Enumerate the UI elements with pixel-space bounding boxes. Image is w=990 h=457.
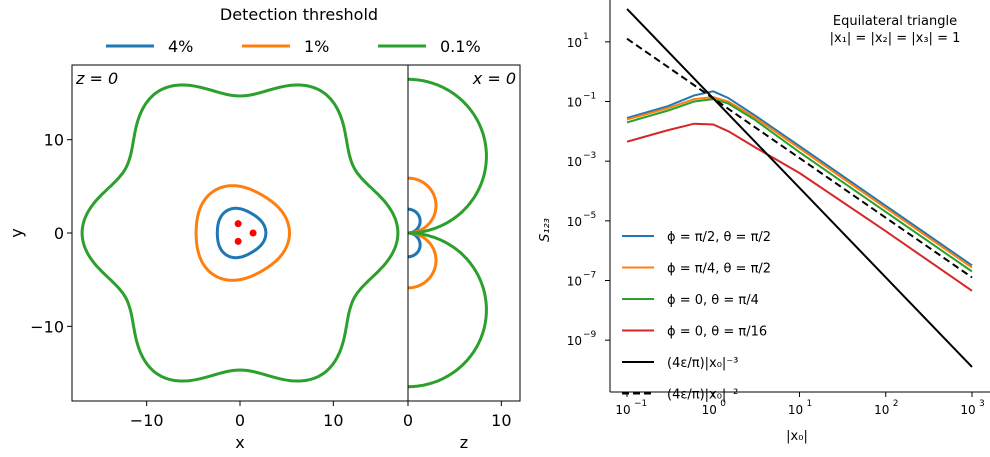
series-line [626, 90, 973, 267]
x-tick-label: 10 [960, 403, 975, 417]
source-point [234, 220, 242, 228]
legend-entry: ϕ = π/2, θ = π/2 [667, 230, 771, 245]
contour-01pct [80, 83, 400, 383]
legend-label-4pct: 4% [168, 37, 193, 56]
panel-loglog-xlabel: |x₀| [786, 429, 808, 444]
lobe-4pct [408, 207, 422, 235]
y-tick-label: 10 [567, 96, 582, 110]
y-tick-label: 10 [567, 36, 582, 50]
panel-z0-xlabel: x [235, 433, 244, 452]
y-tick-label: 10 [567, 215, 582, 229]
legend: Detection threshold 4% 1% 0.1% [106, 5, 481, 56]
panel-x0-ticks: 0 10 [403, 401, 512, 430]
legend-label-01pct: 0.1% [440, 37, 481, 56]
panel-x0-corner-label: x = 0 [472, 69, 516, 88]
legend-entry: ϕ = 0, θ = π/16 [667, 325, 767, 340]
source-point [234, 237, 242, 245]
x-tick-label: 10 [788, 403, 803, 417]
lobe-01pct [408, 231, 488, 389]
lobe-01pct [408, 77, 488, 235]
x-tick-label: 10 [491, 411, 511, 430]
annotation-line-1: Equilateral triangle [833, 14, 957, 29]
x-tick-exponent: 3 [979, 399, 985, 409]
lobe-1pct [408, 231, 438, 290]
panel-z0-ylabel: y [7, 228, 26, 237]
y-tick-label: 10 [567, 155, 582, 169]
y-tick-label: 10 [567, 275, 582, 289]
x-tick-exponent: 0 [720, 399, 726, 409]
y-tick-label: 10 [44, 131, 64, 150]
y-tick-label: 10 [567, 334, 582, 348]
x-tick-exponent: 2 [893, 399, 899, 409]
panel-z0: z = 0 −10 0 10 −10 0 10 x y [7, 64, 409, 452]
legend-entry: ϕ = 0, θ = π/4 [667, 293, 759, 308]
y-tick-exponent: −3 [583, 151, 596, 161]
y-tick-label: −10 [30, 317, 64, 336]
y-tick-exponent: 1 [583, 32, 589, 42]
lobe-4pct [408, 231, 422, 259]
x-tick-label: 10 [323, 411, 343, 430]
panel-loglog-lines [626, 8, 973, 368]
panel-x0-frame [407, 64, 521, 402]
contour-1pct [194, 184, 291, 282]
x-tick-label: 10 [615, 403, 630, 417]
x-tick-label: 10 [702, 403, 717, 417]
panel-z0-frame [71, 64, 409, 402]
panel-x0-curves [408, 77, 488, 389]
legend-label-1pct: 1% [304, 37, 329, 56]
series-line [626, 37, 973, 279]
x-tick-label: 0 [403, 411, 413, 430]
x-tick-exponent: −1 [634, 399, 647, 409]
legend-title: Detection threshold [220, 5, 378, 24]
y-tick-label: 0 [54, 224, 64, 243]
x-tick-label: −10 [130, 411, 164, 430]
panel-z0-ticks: −10 0 10 −10 0 10 [30, 131, 343, 430]
legend-entry: ϕ = π/4, θ = π/2 [667, 262, 771, 277]
series-line [626, 98, 973, 273]
contour-4pct [215, 206, 268, 260]
x-tick-exponent: 1 [807, 399, 813, 409]
y-tick-exponent: −7 [583, 271, 596, 281]
y-tick-exponent: −1 [583, 92, 596, 102]
series-line [626, 96, 973, 269]
source-point [249, 229, 257, 237]
panel-x0: x = 0 0 10 z [403, 64, 521, 452]
series-line [626, 122, 973, 292]
panel-x0-xlabel: z [460, 433, 468, 452]
panel-z0-curves [80, 83, 400, 383]
legend-entry: (4ε/π)|x₀|⁻³ [667, 356, 738, 371]
y-tick-exponent: −5 [583, 211, 596, 221]
panel-z0-corner-label: z = 0 [75, 69, 118, 88]
annotation-line-2: |x₁| = |x₂| = |x₃| = 1 [830, 31, 961, 46]
x-tick-label: 0 [235, 411, 245, 430]
x-tick-label: 10 [874, 403, 889, 417]
y-tick-exponent: −9 [583, 330, 597, 340]
panel-loglog-ylabel: S₁₂₃ [538, 218, 553, 242]
panel-z0-points [234, 220, 257, 245]
series-line [626, 8, 973, 368]
legend-entry: (4ε/π)|x₀|⁻² [667, 388, 738, 403]
lobe-1pct [408, 176, 438, 235]
panel-loglog-legend: ϕ = π/2, θ = π/2 ϕ = π/4, θ = π/2 ϕ = 0, θ… [622, 230, 771, 403]
